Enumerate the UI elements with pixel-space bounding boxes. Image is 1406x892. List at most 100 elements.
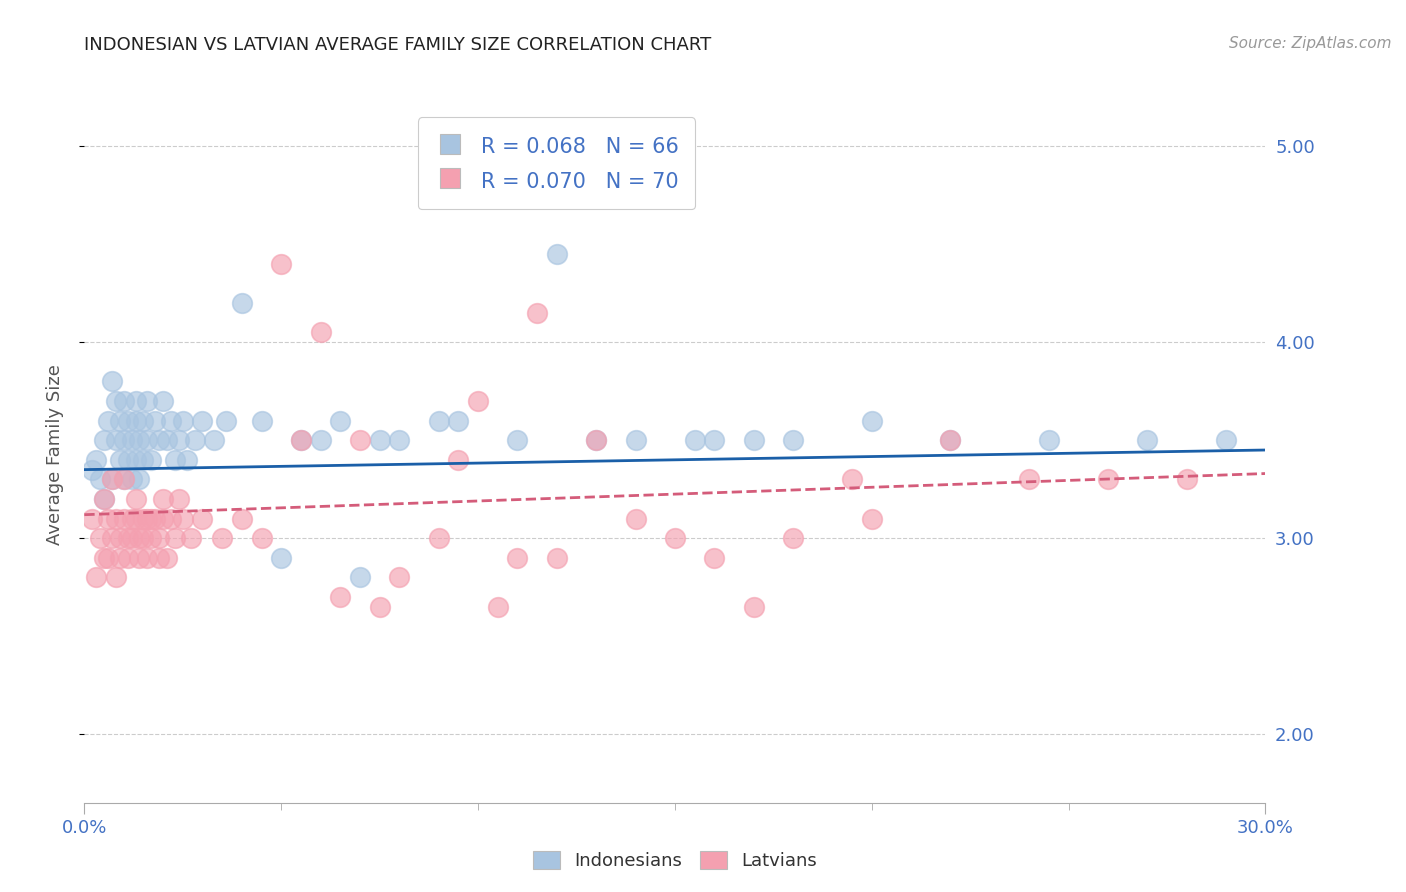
Point — [270, 550, 292, 565]
Point — [136, 434, 159, 448]
Point — [506, 550, 529, 565]
Point — [506, 434, 529, 448]
Point — [104, 434, 127, 448]
Point — [349, 434, 371, 448]
Point — [167, 491, 190, 506]
Point — [112, 472, 135, 486]
Point — [84, 452, 107, 467]
Point — [183, 434, 205, 448]
Point — [156, 550, 179, 565]
Point — [112, 434, 135, 448]
Point — [211, 531, 233, 545]
Point — [742, 434, 765, 448]
Point — [1175, 472, 1198, 486]
Point — [132, 414, 155, 428]
Point — [467, 394, 489, 409]
Point — [141, 452, 163, 467]
Y-axis label: Average Family Size: Average Family Size — [45, 365, 63, 545]
Point — [1018, 472, 1040, 486]
Point — [167, 434, 190, 448]
Point — [121, 472, 143, 486]
Point — [250, 414, 273, 428]
Point — [841, 472, 863, 486]
Point — [93, 491, 115, 506]
Point — [143, 511, 166, 525]
Point — [309, 326, 332, 340]
Point — [101, 472, 124, 486]
Point — [124, 511, 146, 525]
Point — [132, 511, 155, 525]
Point — [136, 394, 159, 409]
Point — [148, 531, 170, 545]
Point — [128, 550, 150, 565]
Point — [108, 531, 131, 545]
Point — [585, 434, 607, 448]
Point — [486, 599, 509, 614]
Point — [231, 296, 253, 310]
Point — [860, 511, 883, 525]
Text: Source: ZipAtlas.com: Source: ZipAtlas.com — [1229, 36, 1392, 51]
Point — [82, 462, 104, 476]
Point — [163, 531, 186, 545]
Point — [160, 414, 183, 428]
Point — [112, 394, 135, 409]
Point — [143, 414, 166, 428]
Legend: Indonesians, Latvians: Indonesians, Latvians — [526, 844, 824, 877]
Point — [84, 570, 107, 584]
Text: INDONESIAN VS LATVIAN AVERAGE FAMILY SIZE CORRELATION CHART: INDONESIAN VS LATVIAN AVERAGE FAMILY SIZ… — [84, 36, 711, 54]
Point — [121, 531, 143, 545]
Point — [290, 434, 312, 448]
Point — [93, 434, 115, 448]
Point — [117, 531, 139, 545]
Point — [124, 491, 146, 506]
Point — [128, 531, 150, 545]
Point — [329, 414, 352, 428]
Point — [93, 491, 115, 506]
Point — [148, 550, 170, 565]
Point — [939, 434, 962, 448]
Point — [368, 599, 391, 614]
Point — [427, 414, 450, 428]
Point — [1097, 472, 1119, 486]
Point — [191, 511, 214, 525]
Point — [526, 306, 548, 320]
Point — [250, 531, 273, 545]
Point — [447, 414, 470, 428]
Point — [128, 472, 150, 486]
Point — [117, 414, 139, 428]
Point — [89, 531, 111, 545]
Point — [939, 434, 962, 448]
Point — [97, 511, 120, 525]
Point — [447, 452, 470, 467]
Point — [112, 472, 135, 486]
Point — [152, 394, 174, 409]
Point — [121, 434, 143, 448]
Point — [1215, 434, 1237, 448]
Point — [585, 434, 607, 448]
Point — [132, 531, 155, 545]
Point — [148, 434, 170, 448]
Point — [172, 511, 194, 525]
Point — [191, 414, 214, 428]
Point — [124, 414, 146, 428]
Point — [231, 511, 253, 525]
Point — [546, 550, 568, 565]
Point — [104, 570, 127, 584]
Point — [270, 257, 292, 271]
Point — [860, 414, 883, 428]
Point — [180, 531, 202, 545]
Point — [202, 434, 225, 448]
Point — [128, 434, 150, 448]
Point — [82, 511, 104, 525]
Point — [152, 491, 174, 506]
Point — [368, 434, 391, 448]
Point — [624, 434, 647, 448]
Point — [117, 550, 139, 565]
Point — [108, 414, 131, 428]
Point — [163, 452, 186, 467]
Point — [124, 394, 146, 409]
Point — [93, 550, 115, 565]
Point — [782, 434, 804, 448]
Point — [89, 472, 111, 486]
Point — [172, 414, 194, 428]
